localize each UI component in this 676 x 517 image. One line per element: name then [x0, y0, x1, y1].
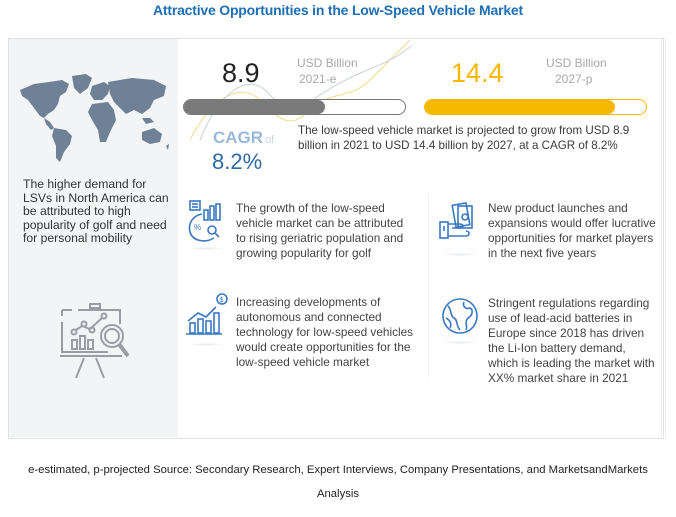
- money-hand-icon: [439, 202, 473, 239]
- icon-shadow: [186, 343, 226, 346]
- source-footnote-line2: Analysis: [316, 488, 360, 500]
- cagr-label-text: CAGR: [213, 128, 264, 147]
- opportunity-text-4: Stringent regulations regarding use of l…: [488, 296, 655, 385]
- icon-shadow: [440, 341, 480, 344]
- source-footnote: e-estimated, p-projected Source: Seconda…: [0, 458, 676, 506]
- opportunity-text-1: The growth of the low-speed vehicle mark…: [236, 201, 404, 260]
- source-footnote-line1: e-estimated, p-projected Source: Seconda…: [28, 464, 648, 476]
- icon-shadow: [440, 253, 480, 256]
- svg-text:%: %: [194, 223, 201, 232]
- market-value-2021-bar: [183, 99, 406, 115]
- column-divider: [428, 193, 429, 378]
- market-value-2021-unit: USD Billion: [297, 56, 358, 70]
- presentation-chart-magnifier-icon: [60, 303, 130, 379]
- cagr-label: CAGR of: [213, 128, 274, 148]
- market-value-2027: 14.4: [451, 58, 504, 88]
- growth-chart-dollar-icon: $: [186, 293, 228, 335]
- market-value-2021-period: 2021-e: [299, 72, 337, 86]
- opportunity-text-3: Increasing developments of autonomous an…: [236, 295, 414, 369]
- cagr-of-text: of: [265, 134, 275, 146]
- market-value-2021-bar-fill: [184, 100, 326, 114]
- globe-icon: [442, 298, 478, 334]
- market-value-2027-bar: [424, 99, 647, 115]
- market-value-2027-unit: USD Billion: [546, 56, 607, 70]
- market-value-2021: 8.9: [222, 58, 260, 88]
- analytics-percent-icon: %: [188, 200, 221, 242]
- opportunity-text-2: New product launches and expansions woul…: [488, 201, 656, 260]
- page-title: Attractive Opportunities in the Low-Spee…: [153, 2, 523, 18]
- market-value-2027-bar-fill: [425, 100, 616, 114]
- world-map-icon: [20, 74, 169, 162]
- market-summary: The low-speed vehicle market is projecte…: [298, 124, 630, 152]
- svg-text:$: $: [220, 297, 224, 304]
- regional-insight-text: The higher demand for LSVs in North Amer…: [23, 177, 169, 245]
- cagr-value: 8.2%: [212, 149, 263, 174]
- icon-shadow: [186, 247, 226, 250]
- market-value-2027-period: 2027-p: [555, 72, 593, 86]
- frame-edge: [661, 38, 666, 438]
